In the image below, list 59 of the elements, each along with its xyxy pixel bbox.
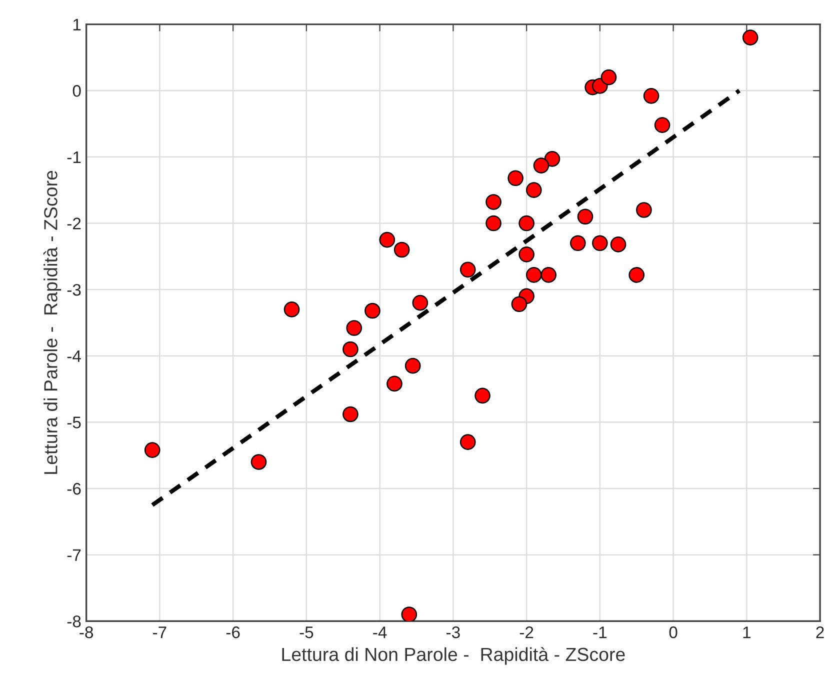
point (570, 235, 586, 252)
point (643, 88, 660, 104)
x-tick-label: -4 (373, 626, 387, 638)
x-tick-label: -6 (226, 626, 240, 638)
point (600, 69, 617, 86)
point (518, 246, 534, 262)
y-tick-label: -7 (67, 549, 81, 561)
y-tick-label: -8 (67, 616, 81, 628)
x-tick-label: -2 (520, 626, 534, 638)
x-tick-label: -1 (593, 626, 607, 638)
y-tick-label: -5 (67, 416, 81, 428)
point (364, 302, 380, 319)
x-tick-label: -3 (446, 626, 460, 638)
point (401, 606, 418, 622)
point (533, 158, 550, 174)
y-tick-label: 1 (73, 18, 81, 30)
point (526, 267, 542, 283)
point (540, 267, 556, 283)
x-tick-label: -7 (153, 626, 166, 638)
x-tick-label: -5 (300, 626, 314, 638)
point (508, 170, 524, 186)
point (628, 267, 645, 283)
point (460, 262, 476, 278)
point (404, 358, 421, 374)
point (742, 30, 758, 46)
point (250, 454, 267, 470)
point (342, 341, 358, 358)
point (412, 294, 428, 311)
point (544, 151, 560, 167)
x-tick-label: 2 (816, 626, 824, 638)
point (592, 235, 608, 252)
x-tick-label: 0 (669, 626, 678, 638)
point (144, 442, 160, 458)
point (394, 242, 410, 258)
y-tick-label: -6 (67, 482, 81, 495)
point (342, 406, 358, 422)
point (474, 388, 490, 404)
y-tick-label: 0 (72, 85, 81, 97)
point (577, 208, 594, 225)
y-axis-title: Lettura di Parole - Rapidità - ZScore (43, 170, 62, 474)
y-tick-label: -1 (67, 151, 81, 163)
point (486, 215, 502, 232)
point (386, 376, 402, 392)
point (346, 320, 362, 336)
point (511, 296, 528, 312)
point (486, 194, 502, 210)
point (284, 302, 300, 318)
x-tick-label: 1 (743, 626, 750, 638)
point (610, 236, 626, 252)
y-tick-label: -4 (67, 350, 81, 362)
point (379, 232, 396, 248)
y-tick-label: -2 (67, 218, 81, 230)
y-tick-label: -3 (67, 284, 81, 296)
point (636, 202, 652, 218)
point (654, 117, 670, 133)
point (460, 434, 476, 450)
point (526, 182, 542, 198)
point (518, 215, 534, 232)
x-axis-title: Lettura di Non Parole - Rapidità - ZScore (282, 647, 625, 665)
